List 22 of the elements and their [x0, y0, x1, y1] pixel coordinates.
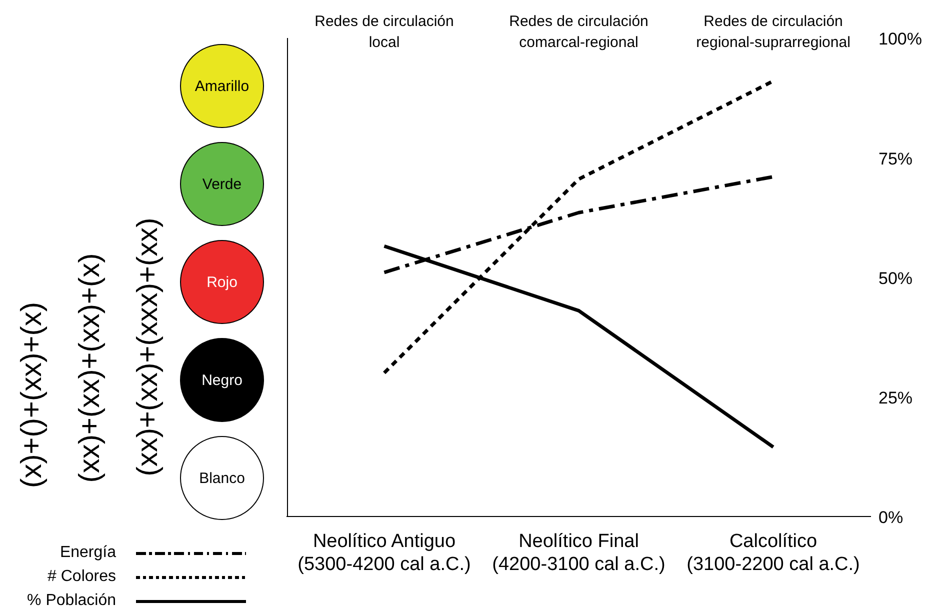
- x-tick-label: Neolítico Antiguo (5300-4200 cal a.C.): [298, 531, 471, 575]
- x-tick-label: Calcolítico (3100-2200 cal a.C.): [686, 531, 860, 575]
- legend-label: Energía: [58, 544, 116, 562]
- circle-icon: Rojo: [180, 240, 264, 324]
- y-tick-label: 75%: [878, 149, 913, 168]
- annotation: Redes de circulación comarcal-regional: [509, 13, 648, 51]
- text: (xx)+(xx)+(xxx)+(xx): [132, 218, 164, 476]
- y-tick-label: 50%: [878, 268, 913, 288]
- annotation: Redes de circulación local: [314, 13, 454, 51]
- circle-icon: Amarillo: [180, 44, 264, 128]
- circle-icon: Negro: [180, 338, 264, 422]
- circle-icon: Verde: [180, 142, 264, 226]
- y-tick-label: 25%: [878, 388, 913, 408]
- y-tick-label: 100%: [878, 30, 922, 49]
- circle-icon: Blanco: [180, 436, 264, 520]
- text: (xx)+(xx)+(xx)+(x): [74, 253, 106, 483]
- legend-label: % Población: [26, 592, 116, 610]
- text: (x)+()+(xx)+(x): [16, 302, 48, 488]
- legend-label: # Colores: [46, 568, 116, 586]
- x-tick-label: Neolítico Final (4200-3100 cal a.C.): [492, 531, 666, 575]
- annotation: Redes de circulación regional-suprarregional: [696, 13, 850, 51]
- y-tick-label: 0%: [878, 508, 904, 528]
